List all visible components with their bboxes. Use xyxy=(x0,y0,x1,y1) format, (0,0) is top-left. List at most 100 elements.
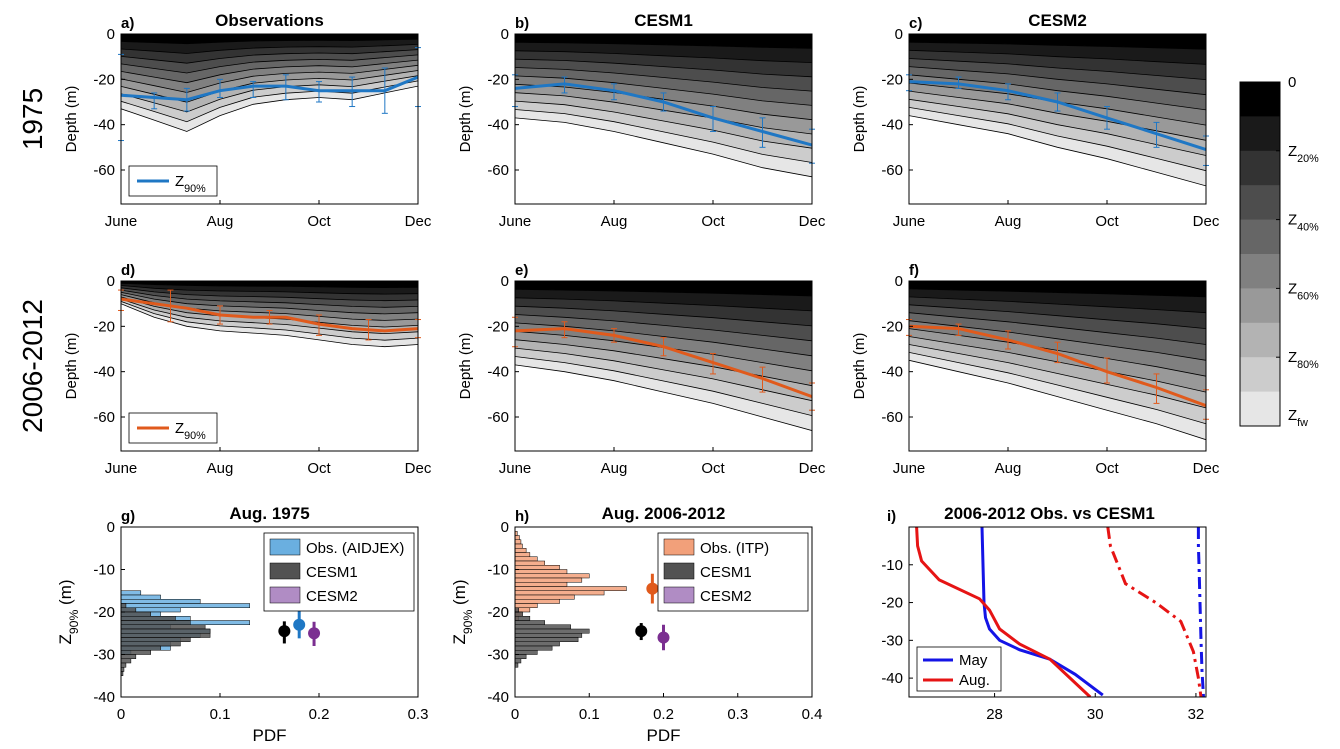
panel-i: -10 -20 -30 -40 28 30 32 i) 2006-2012 Obs. vs CE… xyxy=(881,504,1207,723)
panel-letter: a) xyxy=(121,15,134,32)
colorbar-label-main: Z xyxy=(1288,407,1297,424)
x-tick-label: June xyxy=(105,213,138,230)
legend-box xyxy=(916,646,1002,692)
contour-line-10 xyxy=(515,117,812,178)
panel-c: 0 -20 -40 -60 June Aug Oct Dec Depth (m) c) CESM2 xyxy=(851,11,1220,230)
panel-title: CESM1 xyxy=(634,11,693,30)
axes-box xyxy=(120,33,419,205)
contour-line-1 xyxy=(121,38,418,45)
contour-line-2 xyxy=(121,44,418,54)
x-tick-label: Dec xyxy=(1193,460,1220,477)
contour-band-0 xyxy=(909,34,1206,50)
colorbar-segment xyxy=(1240,82,1280,117)
x-tick-label: June xyxy=(105,460,138,477)
x-axis-label: PDF xyxy=(253,726,287,745)
x-tick-label: Aug xyxy=(207,460,234,477)
x-tick-label: Aug xyxy=(601,460,628,477)
contour-line-5 xyxy=(121,59,418,84)
contour-line-3 xyxy=(515,58,812,78)
colorbar-label: Zfw xyxy=(1288,407,1308,429)
colorbar-segment xyxy=(1240,357,1280,393)
histogram-bar xyxy=(514,565,560,570)
y-tick-label: -60 xyxy=(881,409,903,426)
contour-line-2 xyxy=(515,297,812,312)
contour-band-9 xyxy=(909,352,1206,440)
contour-area xyxy=(121,281,418,348)
contour-band-2 xyxy=(909,50,1206,80)
contour-band-2 xyxy=(515,297,812,326)
histogram-bar xyxy=(120,603,250,608)
contour-line-10 xyxy=(121,85,418,132)
legend-swatch xyxy=(269,586,301,604)
x-tick-label: 0 xyxy=(511,706,519,723)
colorbar-label-sub: 80% xyxy=(1297,359,1319,371)
profile-area xyxy=(915,527,1205,697)
x-tick-label: 0.3 xyxy=(727,706,748,723)
histogram-bar xyxy=(514,594,575,600)
y-tick-label: -60 xyxy=(93,409,115,426)
contour-band-3 xyxy=(515,306,812,341)
y-axis-label: Depth (m) xyxy=(63,86,80,153)
legend-entry: Obs. (ITP) xyxy=(700,540,769,557)
y-tick-label: -40 xyxy=(881,364,903,381)
contour-band-9 xyxy=(121,80,418,132)
contour-band-5 xyxy=(121,292,418,321)
contour-line-1 xyxy=(909,288,1206,298)
contour-band-3 xyxy=(909,58,1206,95)
y-tick-label: -60 xyxy=(487,162,509,179)
histogram-bar xyxy=(514,645,553,651)
contour-line-9 xyxy=(515,109,812,163)
contour-line-4 xyxy=(515,67,812,92)
y-tick-label: -20 xyxy=(881,595,903,612)
contour-line-2 xyxy=(909,296,1206,314)
x-tick-label: Oct xyxy=(701,213,725,230)
legend-entry-main: Z xyxy=(175,420,184,437)
histogram-bar xyxy=(120,594,161,600)
legend-entry: CESM2 xyxy=(700,588,752,605)
panel-letter: h) xyxy=(515,508,529,525)
contour-band-2 xyxy=(515,50,812,77)
contour-band-0 xyxy=(909,281,1206,297)
colorbar-label: 0 xyxy=(1288,74,1296,91)
histogram-bar xyxy=(514,607,519,613)
y-tick-label: -40 xyxy=(487,364,509,381)
histogram-bar xyxy=(120,650,151,655)
contour-band-0 xyxy=(515,34,812,49)
panel-e: 0 -20 -40 -60 June Aug Oct Dec Depth (m) e) xyxy=(457,262,826,477)
contour-band-3 xyxy=(909,304,1206,345)
histogram-bar xyxy=(514,633,583,638)
legend-swatch xyxy=(663,562,695,580)
x-tick-label: Aug xyxy=(995,460,1022,477)
x-tick-label: 30 xyxy=(1087,706,1104,723)
profile-line xyxy=(1196,527,1205,697)
contour-band-8 xyxy=(909,99,1206,171)
y-tick-label: 0 xyxy=(501,519,509,536)
y-axis-label: Depth (m) xyxy=(851,86,868,153)
colorbar-label: Z60% xyxy=(1288,280,1319,302)
contour-band-7 xyxy=(909,91,1206,156)
x-tick-label: Dec xyxy=(1193,213,1220,230)
y-tick-label: -20 xyxy=(93,71,115,88)
histogram-bar xyxy=(514,611,523,617)
histogram-bar xyxy=(514,573,590,579)
contour-band-7 xyxy=(515,92,812,149)
y-tick-label: -20 xyxy=(487,604,509,621)
histogram-bar xyxy=(120,645,161,651)
colorbar-label: Z80% xyxy=(1288,349,1319,371)
contour-band-1 xyxy=(909,42,1206,65)
y-tick-label: -40 xyxy=(487,117,509,134)
y-tick-label: -60 xyxy=(881,162,903,179)
contour-line-9 xyxy=(909,107,1206,172)
contour-band-3 xyxy=(121,287,418,308)
contour-band-6 xyxy=(121,65,418,103)
y-tick-label: 0 xyxy=(107,273,115,290)
axes-box xyxy=(120,280,419,452)
legend-entry-main: Z xyxy=(175,173,184,190)
contour-band-2 xyxy=(121,285,418,301)
panel-letter: g) xyxy=(121,508,135,525)
histogram-bar xyxy=(120,637,191,642)
contour-line-10 xyxy=(909,359,1206,441)
contour-band-8 xyxy=(515,348,812,416)
y-tick-label: -30 xyxy=(881,632,903,649)
